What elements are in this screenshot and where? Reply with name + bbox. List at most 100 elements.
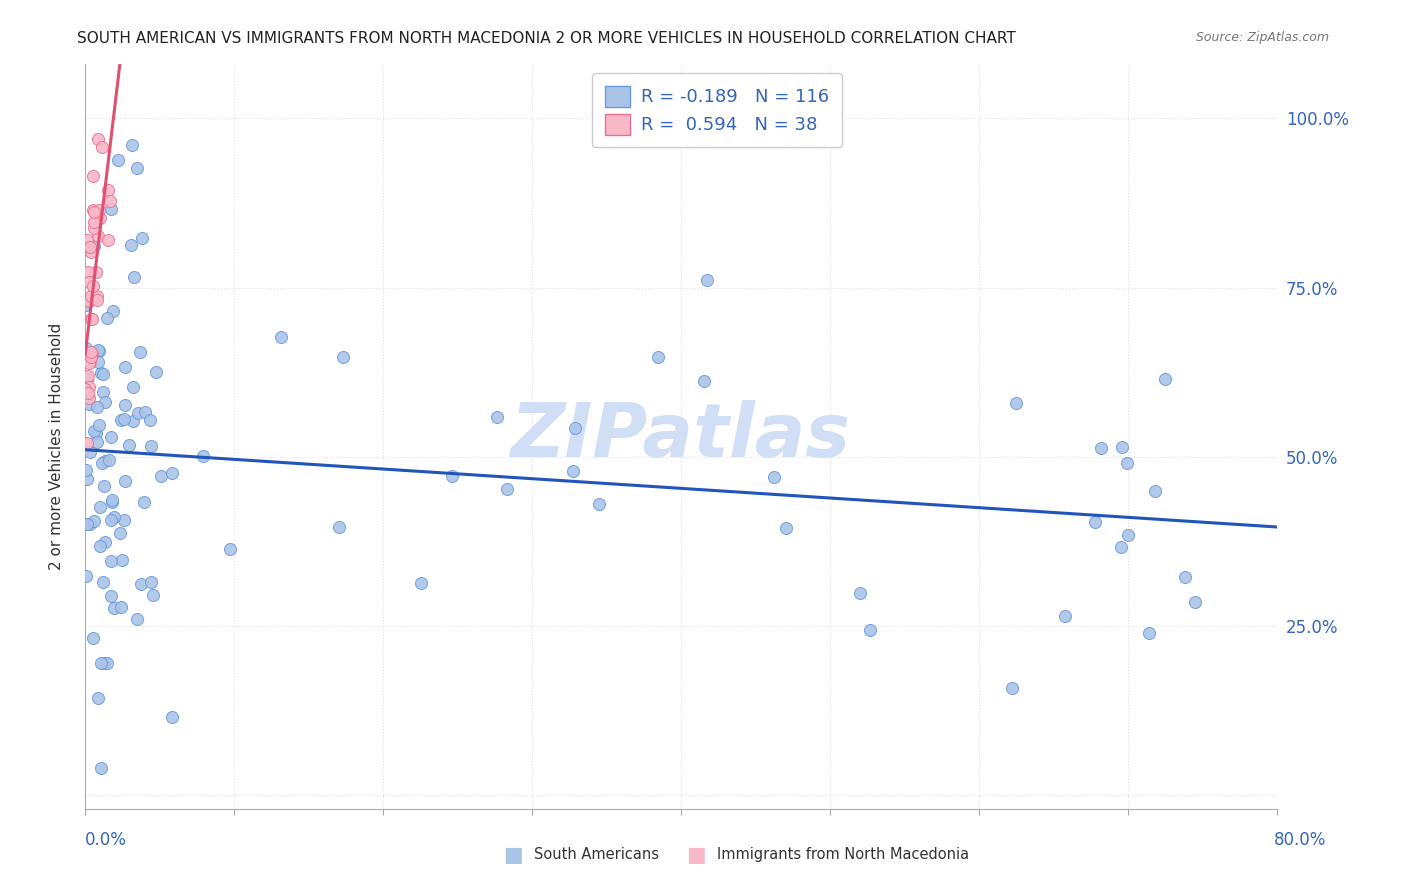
Point [86,400,108,414]
Point [138,413,160,427]
Point [98,194,121,208]
Point [89,761,111,775]
Point [127,406,149,420]
Point [76,372,98,386]
Point [328,520,350,534]
Point [149,468,172,483]
Point [160,466,183,480]
Point [1184,595,1206,609]
Point [1154,372,1177,386]
Point [83,424,105,438]
Text: 80.0%: 80.0% [1274,831,1327,849]
Point [77,391,100,405]
Point [129,344,152,359]
Point [141,439,163,453]
Point [76,234,98,248]
Point [91,575,114,590]
Point [87,343,110,358]
Point [588,497,610,511]
Point [89,211,111,226]
Point [495,482,517,496]
Point [440,468,463,483]
Point [87,690,110,705]
Point [90,656,112,670]
Point [86,293,108,307]
Point [75,463,97,477]
Point [83,215,105,229]
Point [83,291,105,305]
Legend: R = -0.189   N = 116, R =  0.594   N = 38: R = -0.189 N = 116, R = 0.594 N = 38 [592,73,842,147]
Point [1143,484,1166,499]
Point [114,475,136,489]
Point [80,311,103,326]
Point [100,513,122,527]
Point [110,600,132,615]
Point [120,237,142,252]
Point [77,386,100,401]
Point [98,453,121,467]
Point [1137,625,1160,640]
Point [86,435,108,450]
Text: Immigrants from North Macedonia: Immigrants from North Macedonia [717,847,969,862]
Point [125,612,148,626]
Point [82,631,104,645]
Point [561,464,583,478]
Point [84,426,107,441]
Point [80,347,103,361]
Point [111,553,134,567]
Point [122,414,145,428]
Point [83,239,105,253]
Point [1111,440,1133,454]
Point [79,239,101,253]
Point [129,576,152,591]
Point [121,138,143,153]
Point [849,586,872,600]
Point [160,710,183,724]
Point [647,350,669,364]
Point [80,289,103,303]
Text: ■: ■ [503,845,523,864]
Point [564,421,586,435]
Point [692,374,714,388]
Point [80,244,103,259]
Point [859,624,882,638]
Point [107,153,129,167]
Point [1000,681,1022,695]
Point [1174,570,1197,584]
Point [86,289,108,303]
Point [97,233,120,247]
Text: Source: ZipAtlas.com: Source: ZipAtlas.com [1195,31,1329,45]
Point [112,412,135,426]
Point [763,470,786,484]
Point [103,601,125,615]
Point [82,279,104,293]
Point [89,500,111,514]
Point [79,445,101,459]
Point [486,409,509,424]
Point [82,169,104,183]
Point [87,228,110,243]
Point [94,395,117,409]
Point [1090,441,1112,455]
Point [83,514,105,528]
Point [100,554,122,568]
Point [110,413,132,427]
Point [79,353,101,368]
Point [191,450,214,464]
Point [79,294,101,309]
Point [409,576,432,591]
Point [114,398,136,412]
Point [218,541,240,556]
Point [139,575,162,590]
Point [82,347,104,361]
Point [82,203,104,218]
Text: ZIPatlas: ZIPatlas [512,400,852,473]
Point [332,350,354,364]
Point [90,366,112,380]
Point [101,304,124,318]
Point [75,298,97,312]
Point [124,270,146,285]
Point [91,385,114,400]
Point [270,329,292,343]
Point [80,345,103,359]
